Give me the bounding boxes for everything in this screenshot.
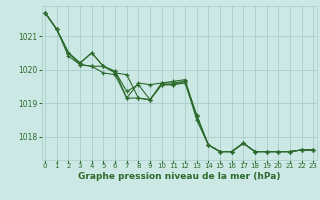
X-axis label: Graphe pression niveau de la mer (hPa): Graphe pression niveau de la mer (hPa) (78, 172, 280, 181)
